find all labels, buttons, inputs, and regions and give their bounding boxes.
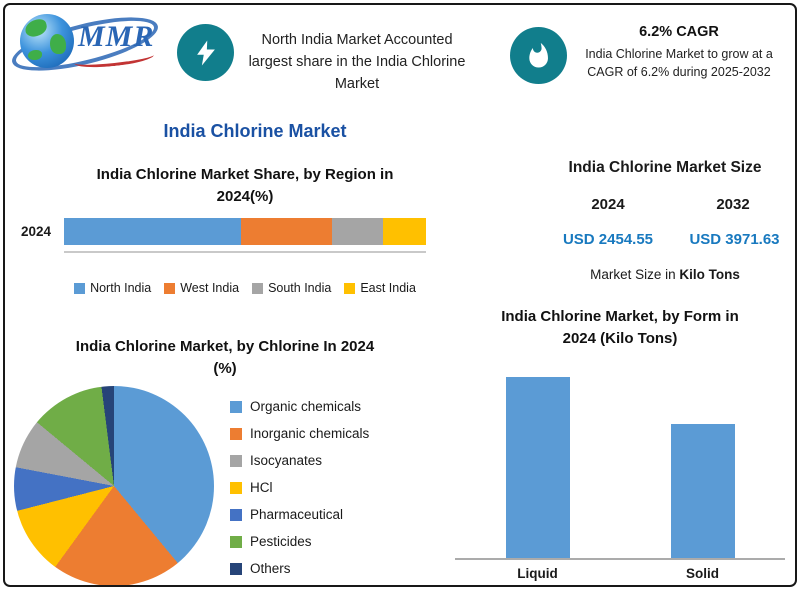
cagr-headline: 6.2% CAGR	[639, 24, 719, 40]
legend-label: Organic chemicals	[250, 399, 362, 414]
bar-segment	[382, 218, 426, 245]
legend-item: South India	[252, 281, 331, 295]
legend-swatch	[230, 535, 242, 548]
legend-label: South India	[268, 281, 332, 295]
bar-solid	[670, 424, 735, 558]
legend-item: Pesticides	[230, 528, 369, 555]
market-size-note-prefix: Market Size in	[590, 267, 680, 282]
cagr-text: India Chlorine Market to grow at a CAGR …	[585, 47, 773, 80]
legend-item: West India	[164, 281, 239, 295]
bar-segment	[331, 218, 383, 245]
legend-item: Others	[230, 555, 369, 582]
bar-column	[670, 368, 735, 558]
legend-item: Inorganic chemicals	[230, 420, 369, 447]
market-size-value-2032: USD 3971.63	[689, 231, 780, 248]
legend-label: Others	[250, 561, 291, 576]
legend-swatch	[230, 562, 242, 575]
legend-item: North India	[74, 281, 151, 295]
legend-swatch	[344, 282, 356, 294]
legend-label: Isocyanates	[250, 453, 323, 468]
legend-label: West India	[180, 281, 240, 295]
legend-swatch	[230, 427, 242, 440]
legend-swatch	[74, 282, 86, 294]
bar-category-label: Liquid	[517, 566, 558, 581]
pie-chart-title: India Chlorine Market, by Chlorine In 20…	[75, 338, 375, 377]
legend-item: Organic chemicals	[230, 393, 369, 420]
logo-text: MMR	[78, 20, 155, 53]
bar-category-label: Solid	[686, 566, 719, 581]
flame-badge	[510, 27, 567, 84]
legend-item: Pharmaceutical	[230, 501, 369, 528]
market-size-value-2024: USD 2454.55	[562, 231, 654, 248]
region-stacked-bar	[64, 218, 426, 245]
bar-segment	[241, 218, 332, 245]
market-size-year-2024: 2024	[591, 196, 625, 213]
legend-swatch	[230, 481, 242, 494]
form-bar-plot	[455, 368, 785, 560]
legend-swatch	[230, 400, 242, 413]
form-bar-labels: Liquid Solid	[455, 566, 785, 581]
lightning-icon	[196, 40, 215, 65]
legend-item: East India	[344, 281, 416, 295]
pie-legend: Organic chemicals Inorganic chemicals Isoc…	[230, 393, 369, 582]
bar-column	[505, 368, 570, 558]
market-size-note-unit: Kilo Tons	[679, 267, 740, 282]
legend-item: HCl	[230, 474, 369, 501]
legend-swatch	[230, 508, 242, 521]
legend-label: East India	[360, 281, 416, 295]
region-category-label: 2024	[20, 224, 52, 239]
globe-landmass	[23, 17, 49, 39]
bar-liquid	[505, 377, 570, 558]
legend-label: North India	[90, 281, 152, 295]
legend-label: Pesticides	[250, 534, 312, 549]
legend-label: HCl	[250, 480, 273, 495]
callout-north-india-text: North India Market Accounted largest sha…	[248, 32, 466, 92]
legend-swatch	[230, 454, 242, 467]
lightning-badge	[177, 24, 234, 81]
flame-icon	[528, 42, 548, 68]
legend-item: Isocyanates	[230, 447, 369, 474]
callout-cagr: 6.2% CAGR India Chlorine Market to grow …	[572, 24, 786, 81]
globe-icon	[20, 14, 74, 68]
form-chart-title: India Chlorine Market, by Form in 2024 (…	[501, 308, 739, 347]
market-size-title: India Chlorine Market Size	[568, 159, 762, 176]
globe-landmass	[28, 50, 42, 60]
pie-chart	[14, 386, 214, 586]
bar-segment	[64, 218, 242, 245]
market-size-note: Market Size in Kilo Tons	[540, 267, 790, 282]
market-size-year-2032: 2032	[716, 196, 750, 213]
region-axis-line	[64, 251, 426, 253]
globe-landmass	[50, 34, 66, 54]
legend-swatch	[164, 282, 176, 294]
mmr-logo: MMR	[7, 6, 181, 82]
region-legend: North India West India South India East Ind…	[40, 281, 450, 295]
legend-label: Inorganic chemicals	[250, 426, 370, 441]
legend-label: Pharmaceutical	[250, 507, 344, 522]
legend-swatch	[252, 282, 264, 294]
page-title: India Chlorine Market	[163, 121, 347, 141]
region-chart-title: India Chlorine Market Share, by Region i…	[96, 166, 394, 205]
